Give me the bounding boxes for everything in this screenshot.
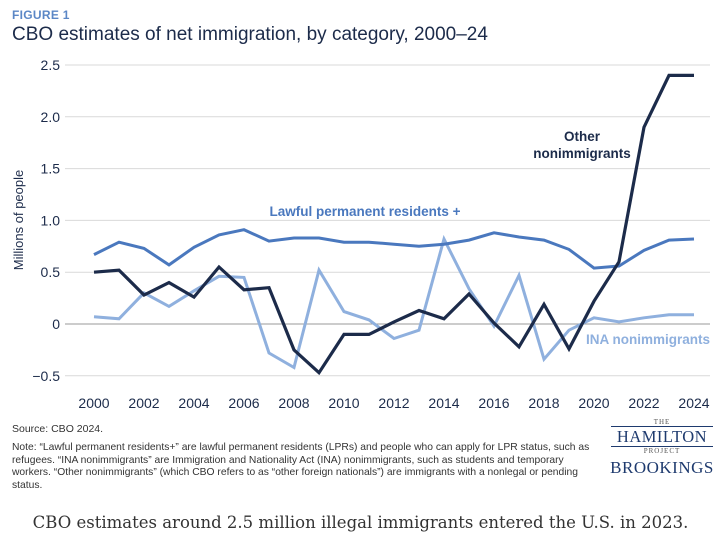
annotation-ina-nonimmigrants: INA nonimmigrants — [586, 332, 710, 347]
x-tick-label: 2022 — [628, 395, 659, 411]
hamilton-project-logo: THE HAMILTON PROJECT — [607, 418, 717, 455]
y-axis-ticks: −0.5 0 0.5 1.0 1.5 2.0 2.5 — [32, 57, 60, 384]
source-note: Source: CBO 2024. — [12, 423, 104, 435]
y-tick-label: 0.5 — [41, 264, 61, 280]
x-axis-ticks: 2000 2002 2004 2006 2008 2010 2012 2014 2016 2018… — [78, 395, 709, 411]
footnote: Note: “Lawful permanent residents+” are … — [12, 442, 590, 491]
x-tick-label: 2014 — [428, 395, 459, 411]
series-lines — [93, 73, 695, 376]
x-tick-label: 2016 — [478, 395, 509, 411]
x-tick-label: 2020 — [578, 395, 609, 411]
x-tick-label: 2004 — [178, 395, 209, 411]
image-caption: CBO estimates around 2.5 million illegal… — [32, 513, 689, 532]
annotation-other-nonimmigrants-line1: Other — [564, 129, 601, 144]
y-tick-label: 1.5 — [41, 161, 61, 177]
series-line-ina-nonimmigrants — [93, 234, 694, 370]
logo-hamilton: HAMILTON — [611, 426, 713, 447]
y-tick-label: 2.5 — [41, 57, 61, 73]
figure-label: FIGURE 1 — [12, 8, 70, 22]
series-annotations: Lawful permanent residents + INA nonimmig… — [270, 129, 710, 347]
chart-title: CBO estimates of net immigration, by cat… — [12, 24, 488, 45]
y-tick-label: 2.0 — [41, 109, 61, 125]
logo-project: PROJECT — [643, 447, 681, 455]
series-line-lawful-permanent-residents — [93, 228, 695, 270]
x-tick-label: 2008 — [278, 395, 309, 411]
x-tick-label: 2012 — [378, 395, 409, 411]
line-chart: −0.500.51.01.52.02.5 2000 2002 2004 2006 200… — [11, 57, 710, 411]
x-tick-label: 2010 — [328, 395, 359, 411]
y-tick-label: −0.5 — [32, 368, 60, 384]
x-tick-label: 2006 — [228, 395, 259, 411]
x-tick-label: 2018 — [528, 395, 559, 411]
y-axis-label: Millions of people — [11, 170, 26, 270]
y-tick-label: 0 — [52, 316, 60, 332]
annotation-other-nonimmigrants-line2: nonimmigrants — [533, 146, 631, 161]
y-tick-label: 1.0 — [41, 212, 61, 228]
x-tick-label: 2024 — [678, 395, 709, 411]
series-line-other-nonimmigrants — [93, 73, 694, 376]
x-tick-label: 2000 — [78, 395, 109, 411]
logo-the: THE — [653, 418, 671, 426]
gridlines — [65, 64, 710, 377]
annotation-lawful-permanent-residents: Lawful permanent residents + — [270, 204, 461, 219]
brookings-logo: BROOKINGS — [610, 458, 714, 477]
x-tick-label: 2002 — [128, 395, 159, 411]
